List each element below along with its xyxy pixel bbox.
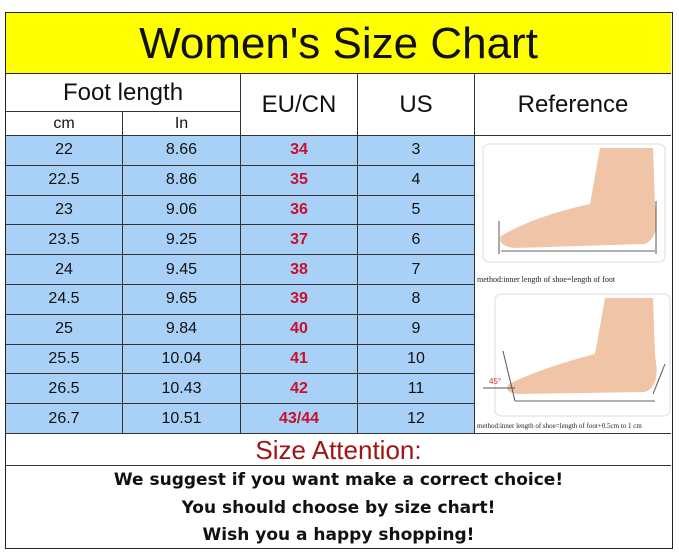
size-cell-cm: 25 (6, 314, 123, 345)
size-cell-cm: 26.5 (6, 374, 123, 405)
reference-caption-1: method:inner length of shoe=length of fo… (477, 275, 616, 284)
size-cell-eu: 40 (241, 314, 358, 345)
size-cell-in: 8.66 (123, 136, 241, 166)
size-cell-eu: 43/44 (241, 404, 358, 434)
size-cell-cm: 24 (6, 255, 123, 285)
size-cell-cm: 22 (6, 136, 123, 166)
size-cell-us: 3 (358, 136, 475, 166)
header-reference: Reference (475, 74, 671, 136)
size-cell-us: 8 (358, 285, 475, 315)
size-cell-in: 10.04 (123, 344, 241, 375)
size-cell-eu: 38 (241, 255, 358, 285)
size-cell-eu: 36 (241, 195, 358, 226)
size-cell-cm: 23.5 (6, 225, 123, 256)
size-cell-us: 6 (358, 225, 475, 256)
size-cell-eu: 37 (241, 225, 358, 256)
header-eu-cn: EU/CN (241, 74, 358, 136)
angle-label: 45° (489, 377, 501, 386)
attention-line-2: You should choose by size chart! (181, 498, 496, 518)
header-us: US (358, 74, 475, 136)
size-cell-cm: 26.7 (6, 404, 123, 434)
size-attention-title: Size Attention: (6, 434, 671, 466)
size-cell-in: 10.43 (123, 374, 241, 405)
size-cell-eu: 42 (241, 374, 358, 405)
foot-measure-icon: 45° (482, 143, 671, 417)
reference-illustration: 45° method:inner length of shoe=length o… (475, 136, 671, 434)
size-cell-in: 9.06 (123, 195, 241, 226)
size-cell-us: 4 (358, 165, 475, 196)
attention-line-3: Wish you a happy shopping! (202, 525, 475, 545)
size-cell-cm: 23 (6, 195, 123, 226)
size-cell-in: 8.86 (123, 165, 241, 196)
size-cell-us: 5 (358, 195, 475, 226)
size-cell-cm: 22.5 (6, 165, 123, 196)
size-cell-cm: 24.5 (6, 285, 123, 315)
size-cell-us: 11 (358, 374, 475, 405)
size-cell-us: 7 (358, 255, 475, 285)
header-cm: cm (6, 112, 123, 136)
reference-caption-2: method:inner length of shoe=length of fo… (477, 422, 642, 430)
chart-title: Women's Size Chart (6, 13, 671, 74)
size-cell-cm: 25.5 (6, 344, 123, 375)
size-cell-eu: 41 (241, 344, 358, 375)
size-cell-in: 9.65 (123, 285, 241, 315)
size-cell-in: 10.51 (123, 404, 241, 434)
header-in: In (123, 112, 241, 136)
size-cell-in: 9.25 (123, 225, 241, 256)
attention-line-1: We suggest if you want make a correct ch… (113, 470, 564, 490)
size-cell-in: 9.84 (123, 314, 241, 345)
size-cell-eu: 39 (241, 285, 358, 315)
size-cell-eu: 35 (241, 165, 358, 196)
size-chart: Women's Size Chart Foot length cm In EU/… (5, 12, 673, 549)
size-cell-eu: 34 (241, 136, 358, 166)
header-foot-length: Foot length (6, 74, 241, 112)
size-cell-us: 12 (358, 404, 475, 434)
size-cell-us: 9 (358, 314, 475, 345)
size-cell-us: 10 (358, 344, 475, 375)
size-cell-in: 9.45 (123, 255, 241, 285)
